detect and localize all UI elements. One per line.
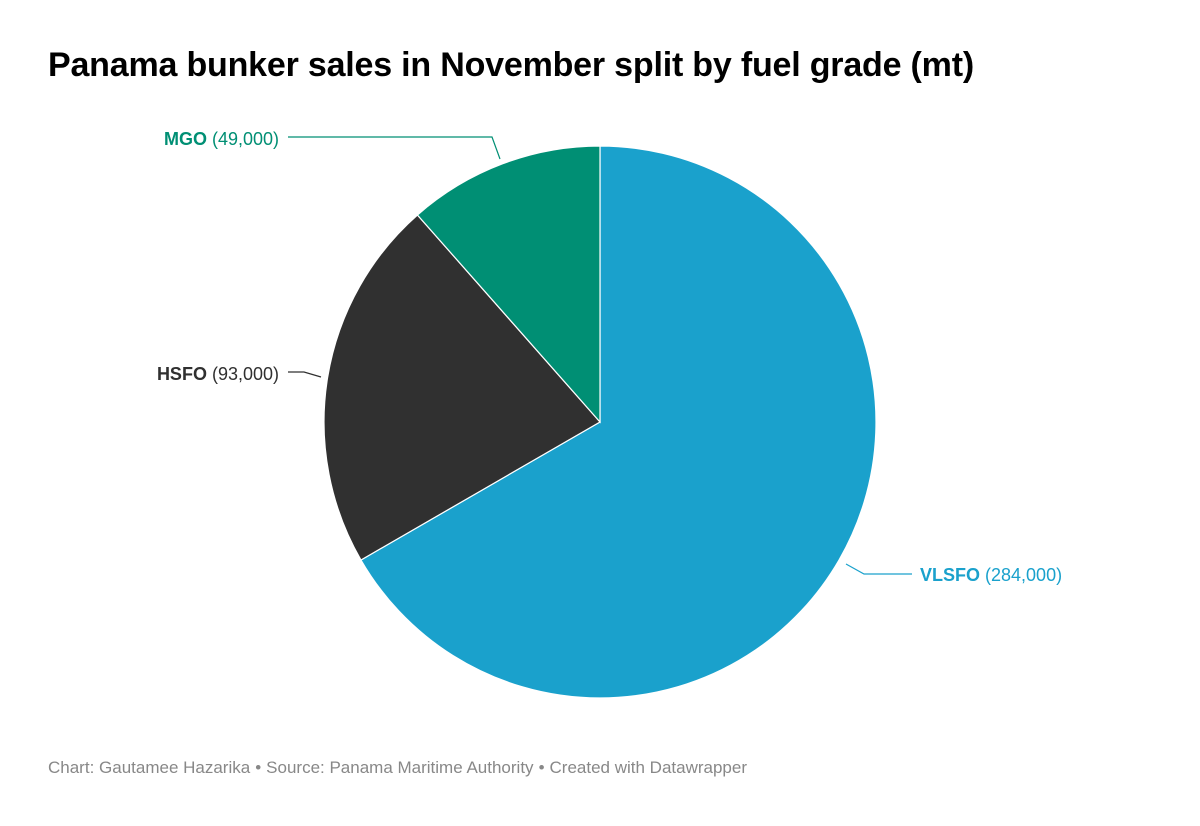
- slice-label-value: (284,000): [980, 565, 1062, 585]
- slice-label-name: VLSFO: [920, 565, 980, 585]
- leader-line-hsfo: [288, 371, 322, 378]
- footer-separator: •: [255, 758, 262, 777]
- slice-label-value: (93,000): [207, 364, 279, 384]
- slice-label-name: MGO: [164, 129, 207, 149]
- leader-line-vlsfo: [845, 563, 912, 575]
- footer-separator: •: [538, 758, 545, 777]
- chart-footer: Chart: Gautamee Hazarika • Source: Panama …: [48, 758, 747, 778]
- slice-labels: VLSFO (284,000) HSFO (93,000) MGO (49,000): [157, 129, 1062, 585]
- chart-title: Panama bunker sales in November split by…: [48, 46, 974, 84]
- source-credit: Source: Panama Maritime Authority: [266, 758, 534, 777]
- pie-slice-hsfo: [323, 214, 601, 561]
- pie-slices: [323, 145, 877, 699]
- slice-label-mgo: MGO (49,000): [164, 129, 279, 149]
- slice-label-value: (49,000): [207, 129, 279, 149]
- leader-line-mgo: [288, 136, 501, 160]
- label-leader-lines: [288, 136, 912, 575]
- chart-credit: Chart: Gautamee Hazarika: [48, 758, 251, 777]
- slice-label-vlsfo: VLSFO (284,000): [920, 565, 1062, 585]
- pie-slice-vlsfo: [360, 145, 877, 699]
- slice-label-hsfo: HSFO (93,000): [157, 364, 279, 384]
- created-with: Created with Datawrapper: [549, 758, 747, 777]
- slice-label-name: HSFO: [157, 364, 207, 384]
- pie-slice-mgo: [416, 145, 601, 424]
